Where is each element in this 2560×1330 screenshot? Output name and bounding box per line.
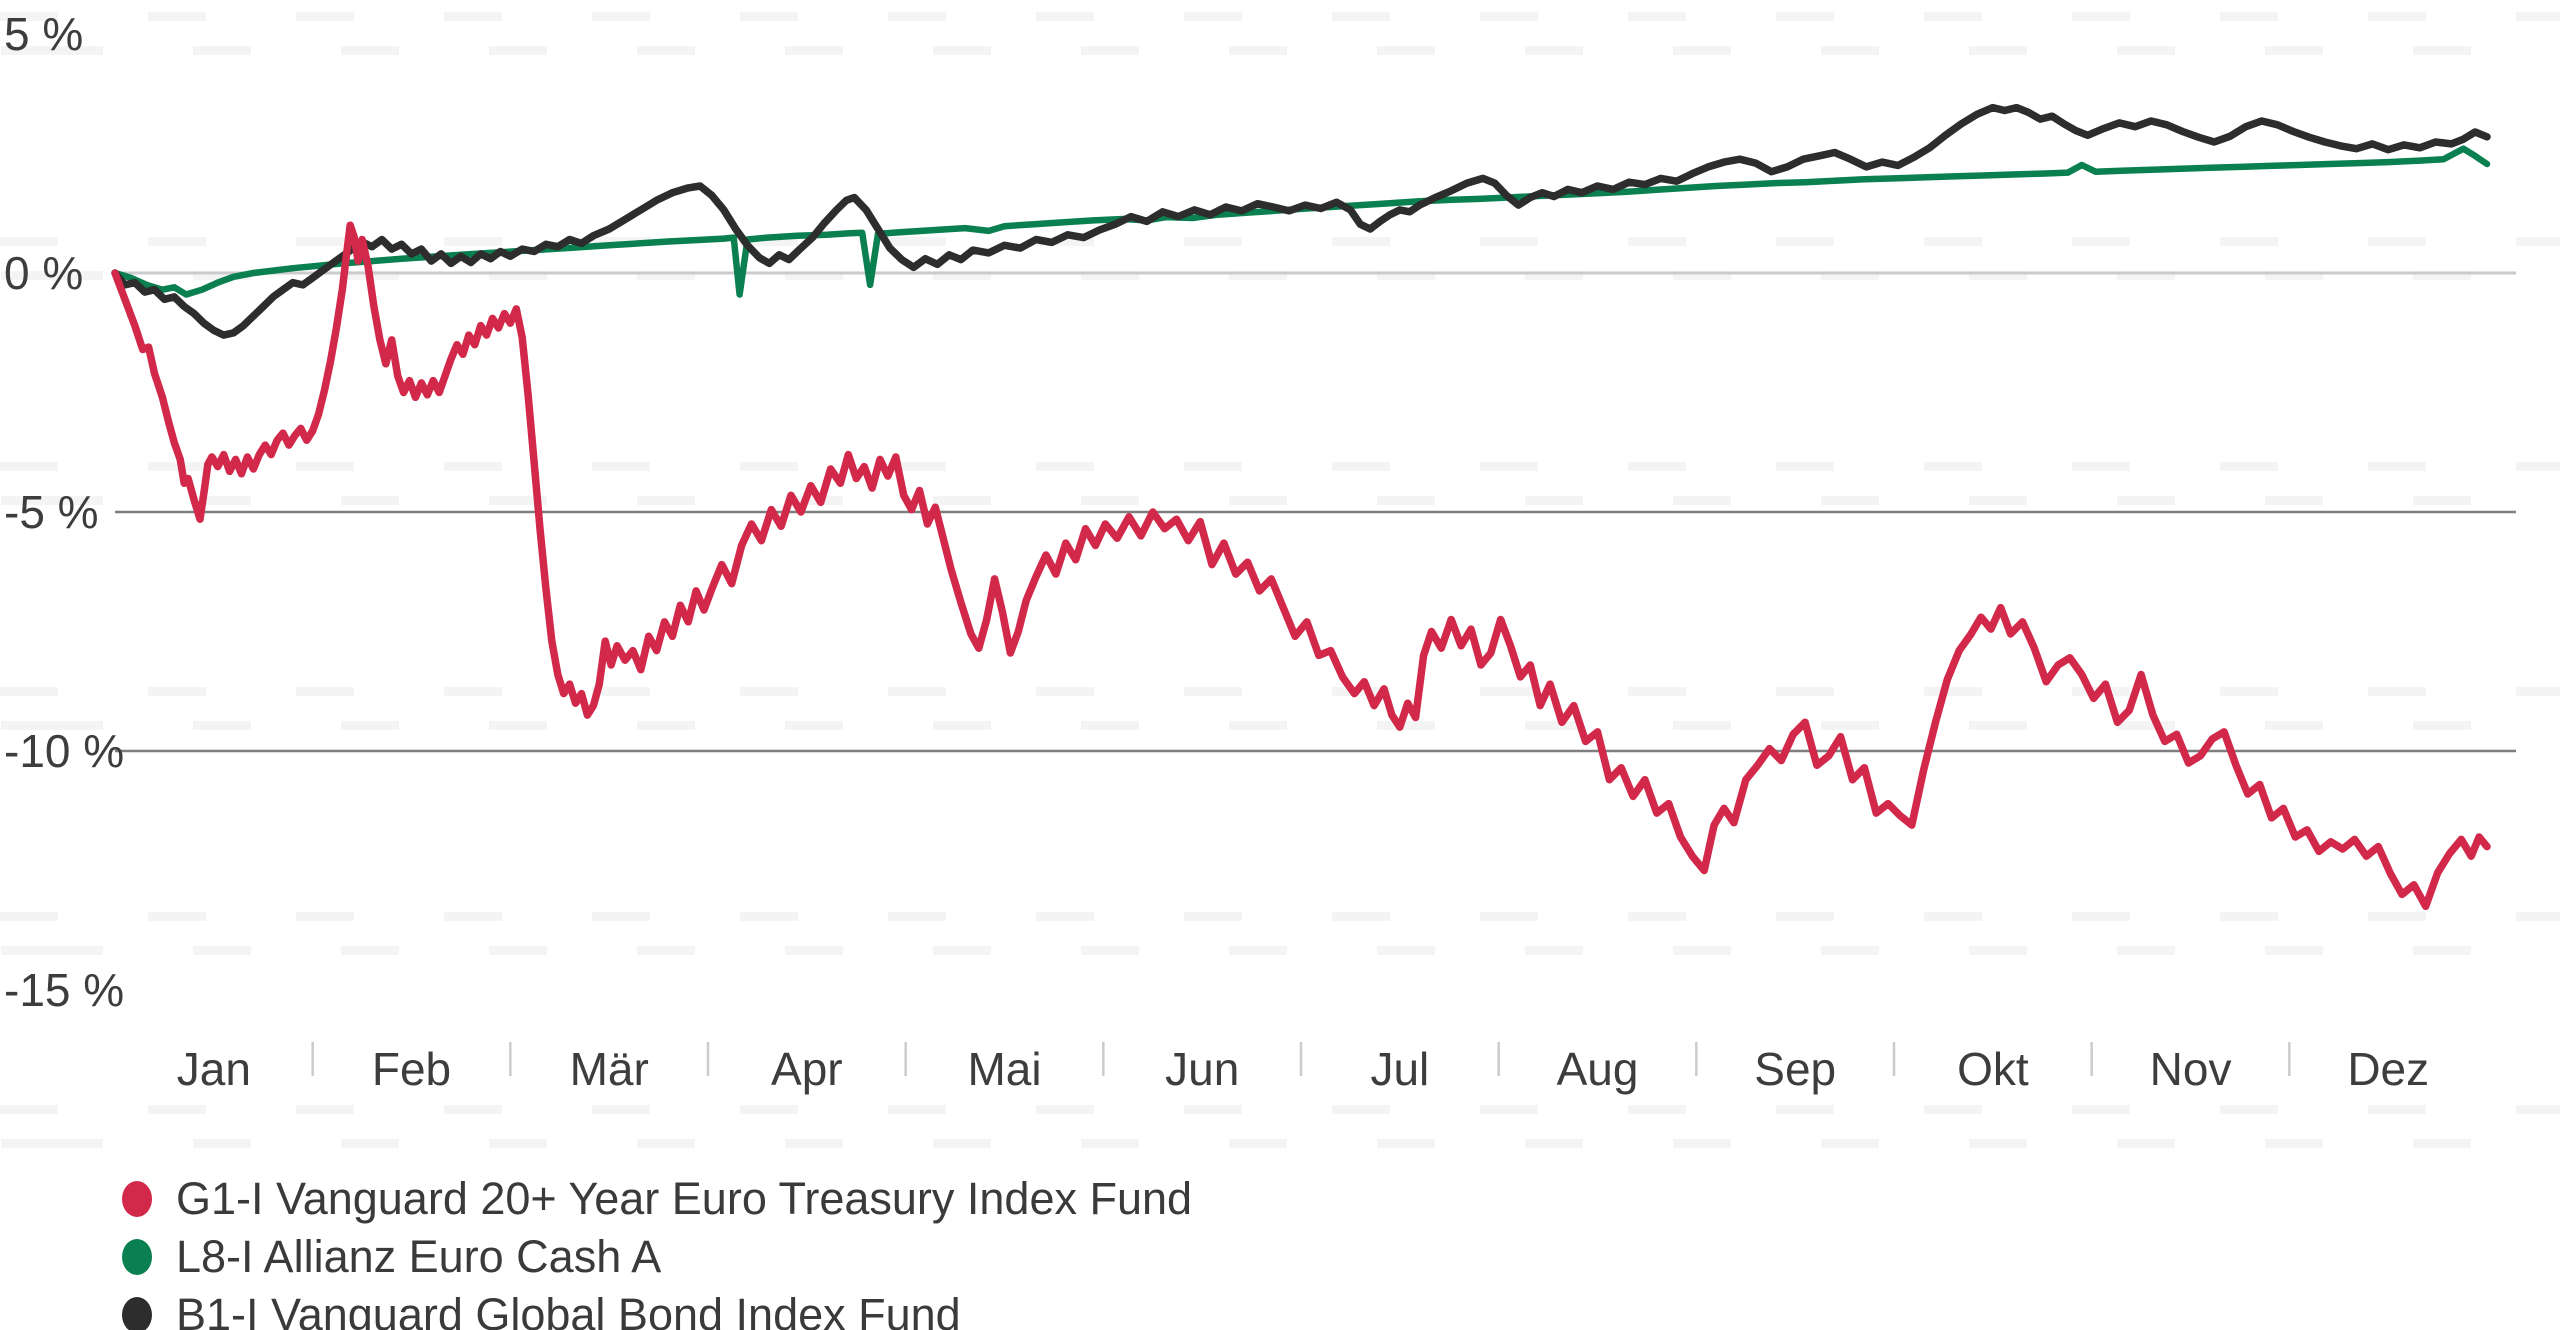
month-label-sep: Sep xyxy=(1754,1043,1837,1095)
legend-label-treasury-fund: G1-I Vanguard 20+ Year Euro Treasury Ind… xyxy=(176,1173,1193,1224)
legend-dot-black-icon xyxy=(122,1297,152,1330)
y-axis-label-5: 5 % xyxy=(4,8,84,60)
y-axis-label-0: 0 % xyxy=(4,247,84,299)
series-line-0 xyxy=(111,221,2491,911)
legend-label-euro-cash: L8-I Allianz Euro Cash A xyxy=(176,1231,662,1282)
legend-dot-green-icon xyxy=(122,1239,152,1275)
legend: G1-I Vanguard 20+ Year Euro Treasury Ind… xyxy=(122,1173,1193,1330)
y-axis-label-minus5: -5 % xyxy=(4,486,99,538)
legend-item-euro-cash: L8-I Allianz Euro Cash A xyxy=(122,1231,1192,1282)
month-label-jan: Jan xyxy=(176,1043,251,1095)
month-label-mai: Mai xyxy=(967,1043,1042,1095)
month-label-jun: Jun xyxy=(1165,1043,1240,1095)
month-label-feb: Feb xyxy=(371,1043,452,1095)
legend-item-treasury-fund: G1-I Vanguard 20+ Year Euro Treasury Ind… xyxy=(122,1173,1193,1224)
y-axis-label-minus10: -10 % xyxy=(4,725,125,777)
month-label-jul: Jul xyxy=(1370,1043,1430,1095)
y-axis-label-minus15: -15 % xyxy=(4,964,125,1016)
legend-label-global-bond: B1-I Vanguard Global Bond Index Fund xyxy=(176,1289,961,1330)
legend-dot-red-icon xyxy=(122,1181,152,1217)
series-line-2 xyxy=(111,103,2491,339)
month-label-mar: Mär xyxy=(569,1043,649,1095)
legend-item-global-bond: B1-I Vanguard Global Bond Index Fund xyxy=(122,1289,1192,1330)
month-label-dez: Dez xyxy=(2347,1043,2430,1095)
x-axis-month-labels: Jan Feb Mär Apr Mai Jun Jul Aug Sep Okt … xyxy=(115,1038,2487,1100)
month-label-apr: Apr xyxy=(771,1043,843,1095)
month-label-nov: Nov xyxy=(2149,1043,2232,1095)
month-label-aug: Aug xyxy=(1556,1043,1639,1095)
month-label-okt: Okt xyxy=(1957,1043,2029,1095)
